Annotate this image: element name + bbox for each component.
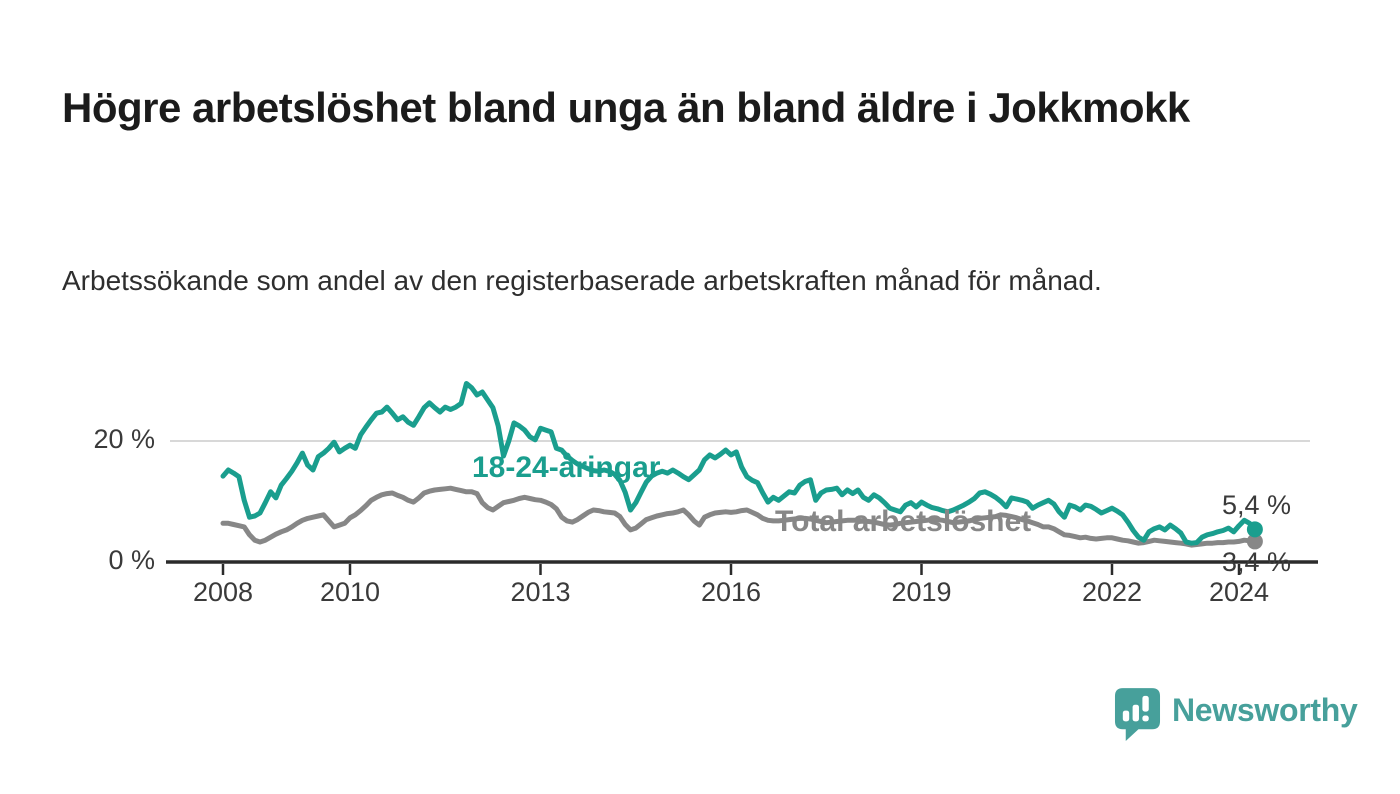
newsworthy-wordmark: Newsworthy xyxy=(1172,692,1358,728)
x-axis-tick-2010: 2010 xyxy=(319,577,381,607)
newsworthy-bubble-barchart-icon xyxy=(1114,688,1161,741)
x-axis-tick-2008: 2008 xyxy=(192,577,254,607)
x-axis-tick-2013: 2013 xyxy=(510,577,571,607)
x-axis-tick-2022: 2022 xyxy=(1081,577,1143,607)
newsworthy-logo: Newsworthy xyxy=(1114,687,1358,742)
end-value-label-youth: 5,4 % xyxy=(1222,490,1292,520)
series-label-total: Total arbetslöshet xyxy=(775,505,1032,538)
x-axis-tick-2019: 2019 xyxy=(891,577,952,607)
x-axis-tick-2016: 2016 xyxy=(700,577,762,607)
x-axis-tick-2024: 2024 xyxy=(1208,577,1270,607)
y-axis-tick-0: 0 % xyxy=(108,545,155,575)
series-label-youth: 18-24-åringar xyxy=(472,451,661,484)
y-axis-tick-20: 20 % xyxy=(93,424,155,454)
end-value-label-total: 3,4 % xyxy=(1222,547,1292,577)
chart-subtitle: Arbetssökande som andel av den registerb… xyxy=(62,265,1102,296)
page-title: Högre arbetslöshet bland unga än bland ä… xyxy=(62,84,1190,132)
